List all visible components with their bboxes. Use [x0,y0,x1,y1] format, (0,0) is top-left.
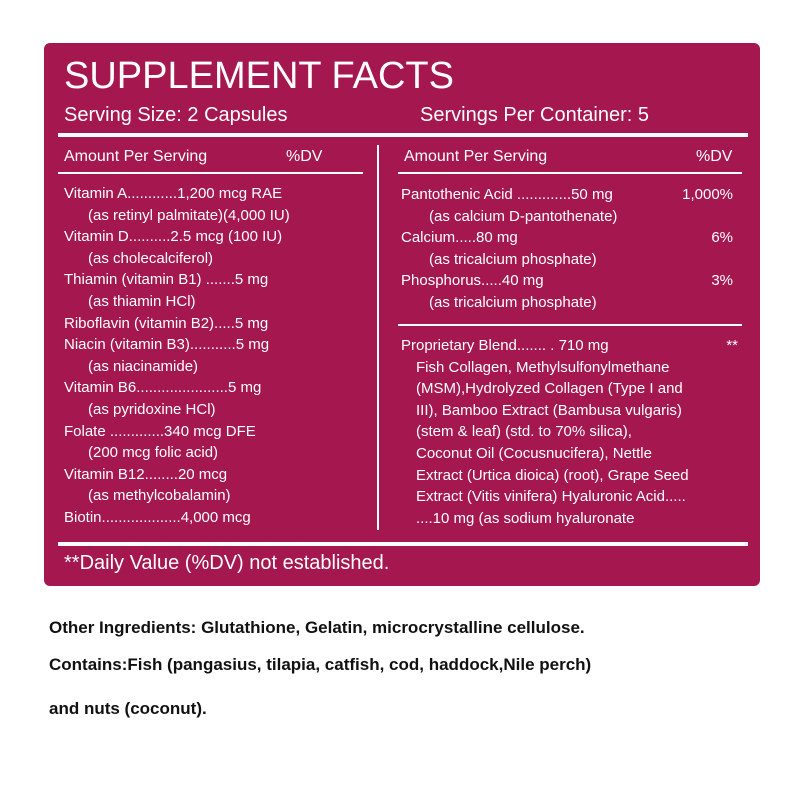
footnote: **Daily Value (%DV) not established. [64,552,390,574]
right-header-amount: Amount Per Serving [404,148,548,165]
item-text: Niacin (vitamin B3)...........5 mg [64,336,270,354]
item-note: (as tricalcium phosphate) [429,250,597,268]
blend-line: (MSM),Hydrolyzed Collagen (Type I and [416,380,683,398]
item-note: (as retinyl palmitate)(4,000 IU) [88,206,290,224]
blend-text: Proprietary Blend....... . 710 mg [401,337,609,354]
rule [398,172,742,174]
divider [377,145,379,530]
item-dv: 3% [711,272,733,290]
rule [58,172,363,174]
blend-line: ....10 mg (as sodium hyaluronate [416,509,635,527]
other-ingredients: Other Ingredients: Glutathione, Gelatin,… [49,618,585,637]
item-text: Calcium.....80 mg [401,229,518,247]
item-text: Vitamin B12........20 mcg [64,465,228,483]
rule [58,133,748,137]
left-header-amount: Amount Per Serving [64,148,208,165]
blend-line: Coconut Oil (Cocusnucifera), Nettle [416,445,652,462]
item-note: (as pyridoxine HCl) [88,401,216,418]
item-text: Vitamin D..........2.5 mcg (100 IU) [64,228,283,246]
item-note: (as thiamin HCl) [88,293,196,310]
right-header-dv: %DV [696,148,733,165]
rule [58,542,748,546]
left-header-dv: %DV [286,148,323,165]
item-text: Folate .............340 mcg DFE [64,422,256,440]
facts-panel: SUPPLEMENT FACTS Serving Size: 2 Capsule… [44,43,760,586]
blend-line: III), Bamboo Extract (Bambusa vulgaris) [416,401,682,419]
item-note: (200 mcg folic acid) [88,444,219,462]
servings-per-container: Servings Per Container: 5 [420,104,650,126]
item-text: Riboflavin (vitamin B2).....5 mg [64,314,269,332]
blend-line: Extract (Vitis vinifera) Hyaluronic Acid… [416,488,686,506]
item-text: Phosphorus.....40 mg [401,272,544,290]
item-text: Vitamin B6......................5 mg [64,379,262,397]
blend-line: Fish Collagen, Methylsulfonylmethane [416,358,670,376]
item-note: (as methylcobalamin) [88,487,231,505]
item-note: (as calcium D-pantothenate) [429,207,618,225]
item-dv: 1,000% [682,186,733,203]
blend-dv: ** [726,337,738,354]
title: SUPPLEMENT FACTS [64,55,454,97]
item-note: (as tricalcium phosphate) [429,294,597,311]
blend-line: Extract (Urtica dioica) (root), Grape Se… [416,466,689,484]
serving-size: Serving Size: 2 Capsules [64,104,288,126]
contains: Contains:Fish (pangasius, tilapia, catfi… [49,655,592,674]
item-text: Pantothenic Acid .............50 mg [401,186,613,203]
item-note: (as cholecalciferol) [88,249,214,267]
item-text: Vitamin A............1,200 mcg RAE [64,185,283,202]
item-text: Biotin...................4,000 mcg [64,509,251,526]
item-text: Thiamin (vitamin B1) .......5 mg [64,271,269,289]
item-note: (as niacinamide) [88,357,199,375]
blend-line: (stem & leaf) (std. to 70% silica), [416,423,632,441]
contains: and nuts (coconut). [49,699,207,718]
item-dv: 6% [711,229,733,247]
rule [398,324,742,326]
